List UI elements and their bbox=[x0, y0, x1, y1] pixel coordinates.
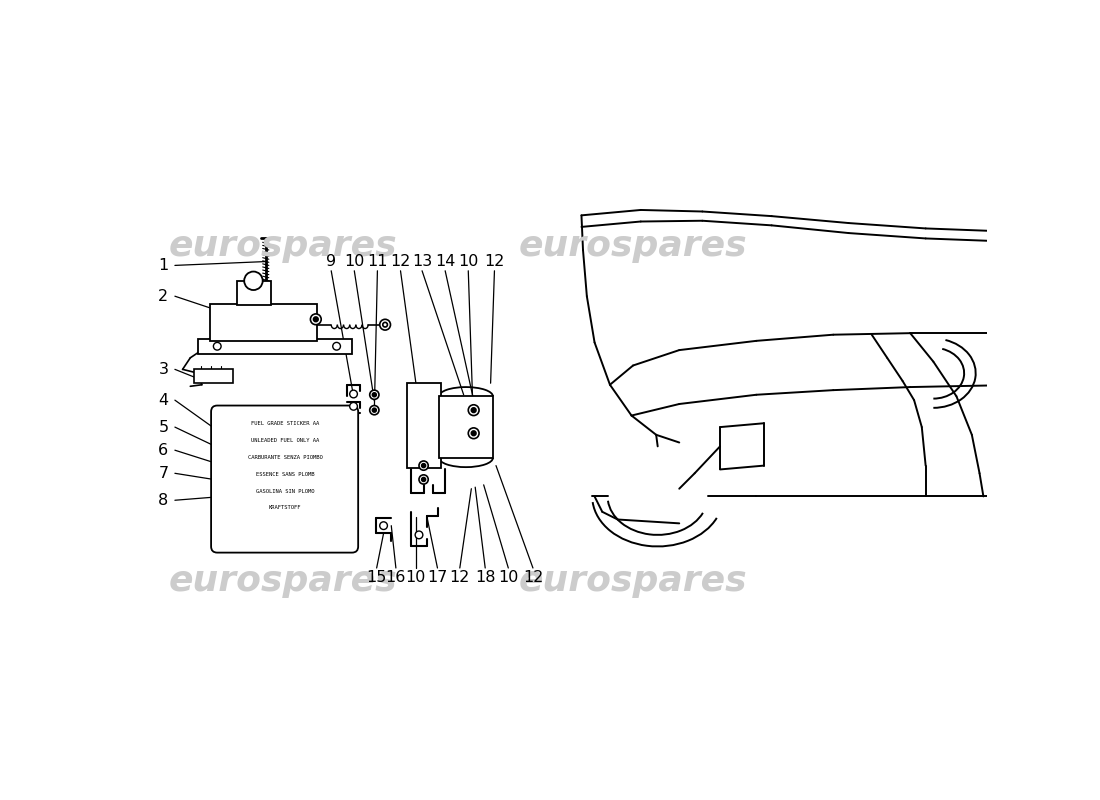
Circle shape bbox=[373, 408, 376, 412]
Circle shape bbox=[310, 314, 321, 325]
Text: 14: 14 bbox=[434, 254, 455, 269]
Text: eurospares: eurospares bbox=[519, 229, 747, 263]
Text: 1: 1 bbox=[158, 258, 168, 273]
Circle shape bbox=[213, 342, 221, 350]
Circle shape bbox=[350, 390, 358, 398]
Text: 8: 8 bbox=[158, 493, 168, 508]
Text: CARBURANTE SENZA PIOMBO: CARBURANTE SENZA PIOMBO bbox=[248, 454, 322, 460]
Text: eurospares: eurospares bbox=[168, 564, 397, 598]
Text: 10: 10 bbox=[406, 570, 426, 585]
Circle shape bbox=[370, 390, 378, 399]
Text: 10: 10 bbox=[458, 254, 478, 269]
Text: UNLEADED FUEL ONLY AA: UNLEADED FUEL ONLY AA bbox=[251, 438, 319, 442]
Text: 3: 3 bbox=[158, 362, 168, 377]
Text: 16: 16 bbox=[386, 570, 406, 585]
Circle shape bbox=[469, 428, 480, 438]
Text: 13: 13 bbox=[411, 254, 432, 269]
Text: 12: 12 bbox=[522, 570, 543, 585]
Bar bbox=[439, 396, 493, 458]
Text: 12: 12 bbox=[390, 254, 410, 269]
Circle shape bbox=[421, 478, 426, 482]
Text: 17: 17 bbox=[427, 570, 448, 585]
Text: GASOLINA SIN PLOMO: GASOLINA SIN PLOMO bbox=[256, 489, 315, 494]
Text: eurospares: eurospares bbox=[168, 229, 397, 263]
Text: 2: 2 bbox=[158, 289, 168, 304]
Bar bbox=[407, 383, 441, 468]
Circle shape bbox=[419, 475, 428, 484]
Text: eurospares: eurospares bbox=[519, 564, 747, 598]
Circle shape bbox=[350, 402, 358, 410]
Bar bbox=[195, 370, 233, 383]
Circle shape bbox=[244, 271, 263, 290]
Circle shape bbox=[415, 531, 422, 538]
Bar bbox=[209, 304, 318, 341]
Text: 6: 6 bbox=[158, 442, 168, 458]
Circle shape bbox=[379, 522, 387, 530]
Circle shape bbox=[379, 319, 390, 330]
Text: 12: 12 bbox=[450, 570, 470, 585]
Circle shape bbox=[472, 408, 476, 413]
Text: KRAFTSTOFF: KRAFTSTOFF bbox=[268, 506, 301, 510]
Text: 5: 5 bbox=[158, 419, 168, 434]
Text: FUEL GRADE STICKER AA: FUEL GRADE STICKER AA bbox=[251, 421, 319, 426]
Text: ESSENCE SANS PLOMB: ESSENCE SANS PLOMB bbox=[256, 471, 315, 477]
FancyBboxPatch shape bbox=[211, 406, 359, 553]
Text: 7: 7 bbox=[158, 466, 168, 481]
Circle shape bbox=[469, 405, 480, 415]
Circle shape bbox=[383, 322, 387, 327]
Text: 10: 10 bbox=[498, 570, 518, 585]
Circle shape bbox=[314, 317, 318, 322]
Circle shape bbox=[373, 393, 376, 397]
Bar bbox=[198, 338, 352, 354]
Text: 12: 12 bbox=[484, 254, 505, 269]
Circle shape bbox=[370, 406, 378, 414]
Text: 11: 11 bbox=[367, 254, 387, 269]
Circle shape bbox=[332, 342, 341, 350]
Text: 9: 9 bbox=[326, 254, 337, 269]
Circle shape bbox=[419, 461, 428, 470]
Text: 18: 18 bbox=[475, 570, 495, 585]
Circle shape bbox=[472, 431, 476, 435]
Text: 15: 15 bbox=[366, 570, 387, 585]
Circle shape bbox=[421, 464, 426, 467]
Text: 10: 10 bbox=[344, 254, 364, 269]
Bar bbox=[236, 281, 271, 306]
Text: 4: 4 bbox=[158, 393, 168, 408]
